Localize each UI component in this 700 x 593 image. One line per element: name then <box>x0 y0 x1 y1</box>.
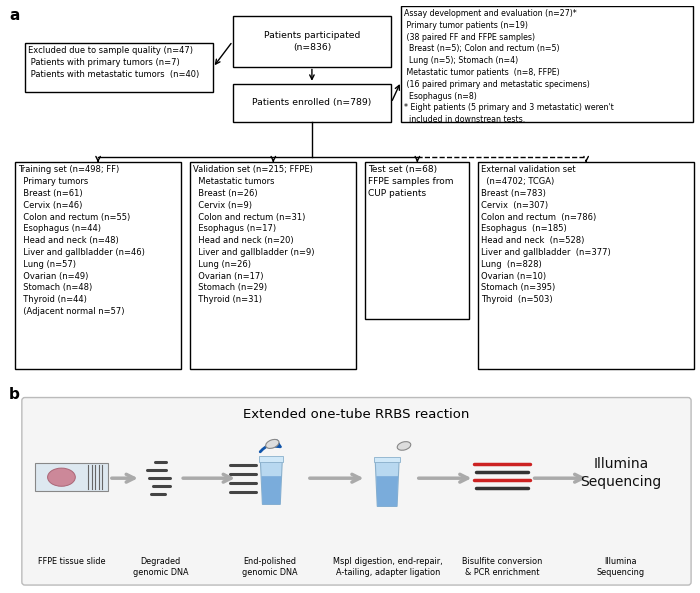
Text: End-polished
genomic DNA: End-polished genomic DNA <box>241 557 297 577</box>
Text: Test set (n=68)
FFPE samples from
CUP patients: Test set (n=68) FFPE samples from CUP pa… <box>368 165 454 198</box>
Bar <box>260 456 284 462</box>
FancyBboxPatch shape <box>22 397 691 585</box>
Text: Patients enrolled (n=789): Patients enrolled (n=789) <box>252 98 372 107</box>
Bar <box>365 162 469 319</box>
Bar <box>478 162 694 369</box>
Text: b: b <box>9 387 20 403</box>
Text: Patients participated
(n=836): Patients participated (n=836) <box>264 31 360 52</box>
Bar <box>190 162 356 369</box>
Text: Extended one-tube RRBS reaction: Extended one-tube RRBS reaction <box>244 407 470 420</box>
Text: a: a <box>9 8 20 23</box>
Text: Degraded
genomic DNA: Degraded genomic DNA <box>133 557 188 577</box>
Text: Illumina
Sequencing: Illumina Sequencing <box>596 557 645 577</box>
Bar <box>35 463 108 491</box>
Polygon shape <box>260 462 282 505</box>
Text: Training set (n=498; FF)
  Primary tumors
  Breast (n=61)
  Cervix (n=46)
  Colo: Training set (n=498; FF) Primary tumors … <box>18 165 145 316</box>
Text: Illumina
Sequencing: Illumina Sequencing <box>580 457 662 489</box>
Bar <box>25 43 213 92</box>
Text: Excluded due to sample quality (n=47)
 Patients with primary tumors (n=7)
 Patie: Excluded due to sample quality (n=47) Pa… <box>28 46 199 79</box>
Bar <box>232 84 391 122</box>
Polygon shape <box>377 476 398 506</box>
Bar <box>15 162 181 369</box>
Bar <box>401 6 693 122</box>
Text: MspI digestion, end-repair,
A-tailing, adapter ligation: MspI digestion, end-repair, A-tailing, a… <box>333 557 443 577</box>
Text: FFPE tissue slide: FFPE tissue slide <box>38 557 105 566</box>
Polygon shape <box>375 462 399 506</box>
Polygon shape <box>261 476 281 505</box>
Text: Validation set (n=215; FFPE)
  Metastatic tumors
  Breast (n=26)
  Cervix (n=9)
: Validation set (n=215; FFPE) Metastatic … <box>193 165 314 304</box>
Text: Assay development and evaluation (n=27)*
 Primary tumor patients (n=19)
 (38 pai: Assay development and evaluation (n=27)*… <box>404 9 614 124</box>
Ellipse shape <box>397 442 411 450</box>
Ellipse shape <box>266 439 279 448</box>
Ellipse shape <box>48 468 76 486</box>
Bar <box>374 457 400 462</box>
Bar <box>232 16 391 66</box>
Text: External validation set
  (n=4702; TCGA)
Breast (n=783)
Cervix  (n=307)
Colon an: External validation set (n=4702; TCGA) B… <box>481 165 611 304</box>
Text: Bisulfite conversion
& PCR enrichment: Bisulfite conversion & PCR enrichment <box>462 557 542 577</box>
